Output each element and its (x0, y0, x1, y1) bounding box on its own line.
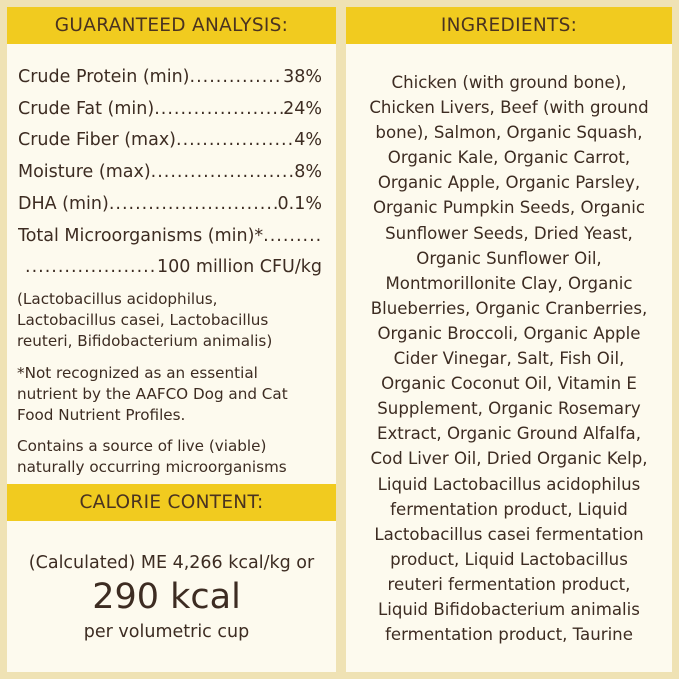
nutrient-value: 38% (283, 67, 322, 87)
nutrient-label: Crude Fiber (max) (18, 130, 177, 150)
leader-dots (109, 194, 278, 214)
ingredient-line: bone), Salmon, Organic Squash, (375, 123, 643, 143)
nutrient-label: DHA (min) (18, 194, 109, 214)
ingredient-line: Chicken (with ground bone), (391, 73, 627, 92)
nutrient-value: 24% (283, 99, 322, 119)
leader-dots (25, 257, 157, 277)
analysis-row: Crude Protein (min) 38% (18, 67, 322, 87)
ingredient-line: Montmorillonite Clay, Organic (385, 273, 633, 293)
guaranteed-analysis-header: GUARANTEED ANALYSIS: (7, 7, 336, 44)
calorie-calculated: (Calculated) ME 4,266 kcal/kg or (28, 553, 315, 573)
text-line: Lactobacillus casei, Lactobacillus (17, 311, 269, 329)
ingredient-line: Organic Apple, Organic Parsley, (377, 173, 641, 193)
strains-text: (Lactobacillus acidophilus, Lactobacillu… (17, 289, 332, 352)
text-line: nutrient by the AAFCO Dog and Cat (17, 385, 288, 403)
ingredient-line: Supplement, Organic Rosemary (377, 399, 641, 419)
nutrient-label: Total Microorganisms (min)* (18, 226, 264, 246)
ingredient-line: Organic Kale, Organic Carrot, (387, 148, 631, 168)
ingredient-line: Organic Sunflower Oil, (416, 248, 602, 268)
leader-dots (263, 226, 322, 246)
nutrient-value: 100 million CFU/kg (156, 257, 322, 277)
footnote-text: *Not recognized as an essential nutrient… (17, 363, 332, 426)
analysis-row: Moisture (max) 8% (18, 162, 322, 182)
ingredients-header: INGREDIENTS: (346, 7, 672, 44)
analysis-row: 100 million CFU/kg (25, 257, 322, 277)
ingredients-list: Chicken (with ground bone), Chicken Liver… (346, 70, 672, 647)
ingredient-line: fermentation product, Taurine (385, 625, 633, 645)
analysis-row: Crude Fiber (max) 4% (18, 130, 322, 150)
nutrient-value: 8% (294, 162, 322, 182)
leader-dots (151, 162, 295, 182)
text-line: naturally occurring microorganisms (17, 458, 287, 476)
calorie-unit: per volumetric cup (83, 622, 250, 642)
analysis-row: Crude Fat (min) 24% (18, 99, 322, 119)
ingredient-line: reuteri fermentation product, (387, 574, 631, 594)
analysis-row: DHA (min) 0.1% (18, 194, 322, 214)
nutrient-label: Crude Fat (min) (18, 99, 155, 119)
ingredient-line: Liquid Bifidobacterium animalis (378, 599, 640, 619)
ingredient-line: product, Liquid Lactobacillus (390, 549, 628, 569)
leader-dots (154, 99, 283, 119)
text-line: reuteri, Bifidobacterium animalis) (17, 332, 273, 350)
ingredient-line: Extract, Organic Ground Alfalfa, (377, 424, 641, 444)
text-line: Food Nutrient Profiles. (17, 406, 186, 424)
text-line: *Not recognized as an essential (17, 364, 258, 382)
live-microorganisms-text: Contains a source of live (viable) natur… (17, 436, 332, 478)
ingredient-line: Sunflower Seeds, Dried Yeast, (385, 223, 633, 243)
ingredient-line: Lactobacillus casei fermentation (374, 524, 644, 544)
ingredient-line: Cod Liver Oil, Dried Organic Kelp, (370, 449, 648, 469)
nutrient-value: 4% (294, 130, 322, 150)
ingredient-line: Organic Pumpkin Seeds, Organic (373, 198, 645, 218)
nutrient-value: 0.1% (277, 194, 322, 214)
text-line: (Lactobacillus acidophilus, (17, 290, 218, 308)
ingredient-line: Organic Coconut Oil, Vitamin E (381, 374, 637, 394)
leader-dots (176, 130, 294, 150)
calorie-content-header: CALORIE CONTENT: (7, 484, 336, 521)
nutrient-label: Crude Protein (min) (18, 67, 190, 87)
ingredient-line: Blueberries, Organic Cranberries, (370, 298, 648, 318)
guaranteed-analysis-panel: GUARANTEED ANALYSIS: Crude Protein (min)… (7, 7, 336, 672)
calorie-per-cup: 290 kcal (92, 577, 241, 617)
ingredient-line: Cider Vinegar, Salt, Fish Oil, (393, 349, 625, 369)
ingredient-line: fermentation product, Liquid (390, 499, 628, 519)
ingredient-line: Organic Broccoli, Organic Apple (377, 323, 641, 343)
ingredients-panel: INGREDIENTS: Chicken (with ground bone),… (346, 7, 672, 672)
ingredient-line: Liquid Lactobacillus acidophilus (377, 474, 641, 494)
ingredient-line: Chicken Livers, Beef (with ground (369, 98, 649, 118)
leader-dots (190, 67, 284, 87)
text-line: Contains a source of live (viable) (17, 437, 267, 455)
nutrient-label: Moisture (max) (18, 162, 151, 182)
analysis-row: Total Microorganisms (min)* (18, 226, 322, 246)
